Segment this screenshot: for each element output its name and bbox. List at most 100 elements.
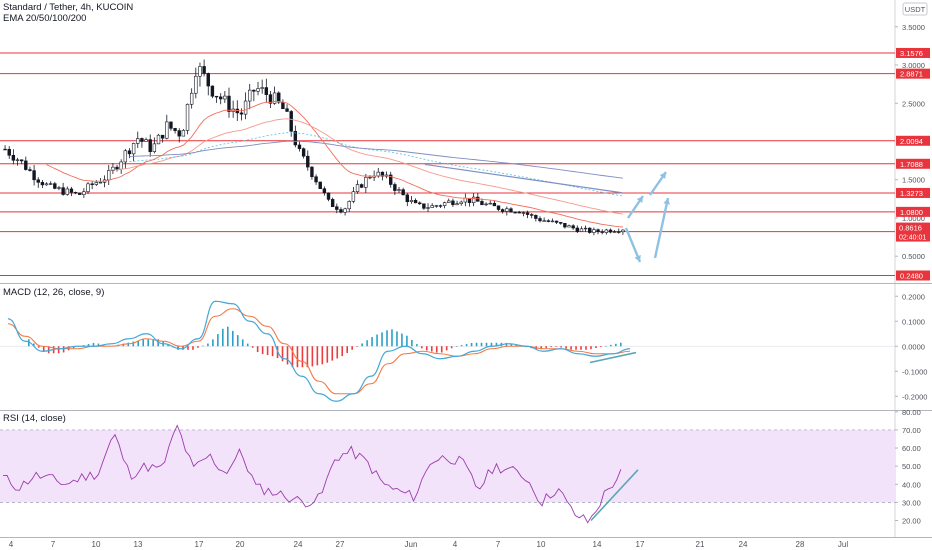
macd-tick-label: -0.2000 bbox=[902, 392, 927, 401]
candle bbox=[505, 208, 509, 212]
candle bbox=[177, 130, 181, 137]
time-tick-label: Jun bbox=[405, 540, 418, 549]
time-tick-label: 10 bbox=[537, 540, 546, 549]
macd-hist-bar bbox=[580, 346, 582, 350]
candle bbox=[355, 184, 360, 192]
macd-hist-bar bbox=[356, 346, 358, 347]
ema-line-200 bbox=[129, 140, 623, 179]
candle bbox=[484, 203, 488, 206]
candle bbox=[480, 201, 484, 206]
time-tick-label: 4 bbox=[9, 540, 14, 549]
candle bbox=[339, 209, 343, 213]
price-level-label: 1.3273 bbox=[900, 189, 923, 198]
macd-hist-bar bbox=[480, 342, 483, 347]
countdown-label: 02:40:01 bbox=[899, 235, 926, 242]
price-level-label: 2.0094 bbox=[900, 137, 923, 146]
candle bbox=[252, 89, 256, 92]
price-level-label: 1.0800 bbox=[900, 208, 923, 217]
time-tick-label: 17 bbox=[195, 540, 204, 549]
candle bbox=[239, 112, 244, 115]
time-tick-label: 17 bbox=[636, 540, 645, 549]
candle bbox=[455, 203, 459, 206]
candle bbox=[621, 229, 625, 233]
candle bbox=[596, 229, 600, 233]
candle bbox=[131, 143, 136, 155]
macd-hist-bar bbox=[450, 346, 453, 349]
macd-hist-bar bbox=[386, 330, 388, 347]
macd-hist-bar bbox=[212, 339, 214, 347]
candle bbox=[413, 200, 418, 204]
macd-hist-bar bbox=[545, 346, 547, 349]
price-level-tag bbox=[896, 206, 930, 217]
candle bbox=[525, 212, 530, 215]
macd-hist-bar bbox=[371, 337, 373, 347]
candle bbox=[393, 184, 397, 191]
currency-label: USDT bbox=[905, 5, 926, 14]
macd-hist-bar bbox=[281, 346, 284, 362]
candle bbox=[210, 85, 215, 97]
candle bbox=[73, 192, 78, 194]
candle bbox=[214, 95, 219, 98]
time-tick-label: 7 bbox=[496, 540, 501, 549]
candle bbox=[78, 192, 82, 195]
candle bbox=[277, 92, 281, 103]
macd-hist-bar bbox=[376, 334, 378, 347]
candle bbox=[293, 130, 298, 146]
macd-hist-bar bbox=[187, 346, 189, 350]
candle bbox=[144, 139, 148, 142]
candle bbox=[185, 103, 190, 131]
candle bbox=[463, 197, 468, 203]
macd-hist-bar bbox=[615, 343, 617, 347]
macd-hist-bar bbox=[271, 346, 274, 357]
candle bbox=[517, 211, 521, 214]
candle bbox=[82, 191, 86, 195]
ema-line-100 bbox=[129, 132, 623, 197]
macd-hist-bar bbox=[620, 342, 622, 347]
price-tick-label: 0.5000 bbox=[902, 252, 925, 261]
candles-group bbox=[3, 59, 625, 236]
macd-hist-bar bbox=[605, 345, 607, 347]
macd-hist-bar bbox=[137, 340, 140, 347]
candle bbox=[430, 205, 434, 208]
candle bbox=[351, 191, 356, 202]
candle bbox=[198, 66, 202, 77]
macd-hist-bar bbox=[152, 339, 154, 347]
candle bbox=[264, 87, 269, 95]
time-tick-label: 7 bbox=[51, 540, 56, 549]
macd-hist-bar bbox=[231, 330, 234, 347]
macd-tick-label: -0.1000 bbox=[902, 367, 927, 376]
macd-hist-bar bbox=[475, 342, 478, 347]
time-tick-label: 10 bbox=[92, 540, 101, 549]
rsi-line bbox=[2, 424, 622, 524]
candle bbox=[285, 108, 289, 112]
macd-hist-bar bbox=[421, 346, 423, 349]
candle bbox=[364, 177, 368, 188]
candle bbox=[534, 215, 538, 219]
candle bbox=[53, 183, 57, 189]
macd-hist-bar bbox=[321, 346, 324, 365]
macd-hist-bar bbox=[92, 342, 95, 347]
time-tick-label: 21 bbox=[696, 540, 705, 549]
macd-hist-bar bbox=[72, 346, 75, 349]
macd-hist-bar bbox=[197, 346, 199, 348]
candle bbox=[422, 203, 426, 209]
price-level-tag bbox=[896, 187, 930, 198]
candle bbox=[306, 155, 310, 168]
candle bbox=[165, 121, 169, 139]
macd-hist-bar bbox=[515, 345, 518, 347]
candle bbox=[297, 144, 302, 149]
macd-hist-bar bbox=[316, 346, 319, 366]
macd-hist-bar bbox=[256, 346, 259, 353]
macd-hist-bar bbox=[326, 346, 329, 363]
macd-hist-bar bbox=[157, 339, 159, 347]
price-level-tag bbox=[896, 47, 930, 58]
candle bbox=[409, 200, 414, 203]
candle bbox=[243, 100, 248, 115]
candle bbox=[107, 170, 111, 181]
rsi-tick-label: 30.00 bbox=[902, 498, 921, 507]
macd-hist-bar bbox=[366, 340, 368, 347]
price-level-label: 3.1576 bbox=[900, 49, 923, 58]
macd-hist-bar bbox=[560, 346, 562, 348]
candle bbox=[281, 101, 285, 110]
